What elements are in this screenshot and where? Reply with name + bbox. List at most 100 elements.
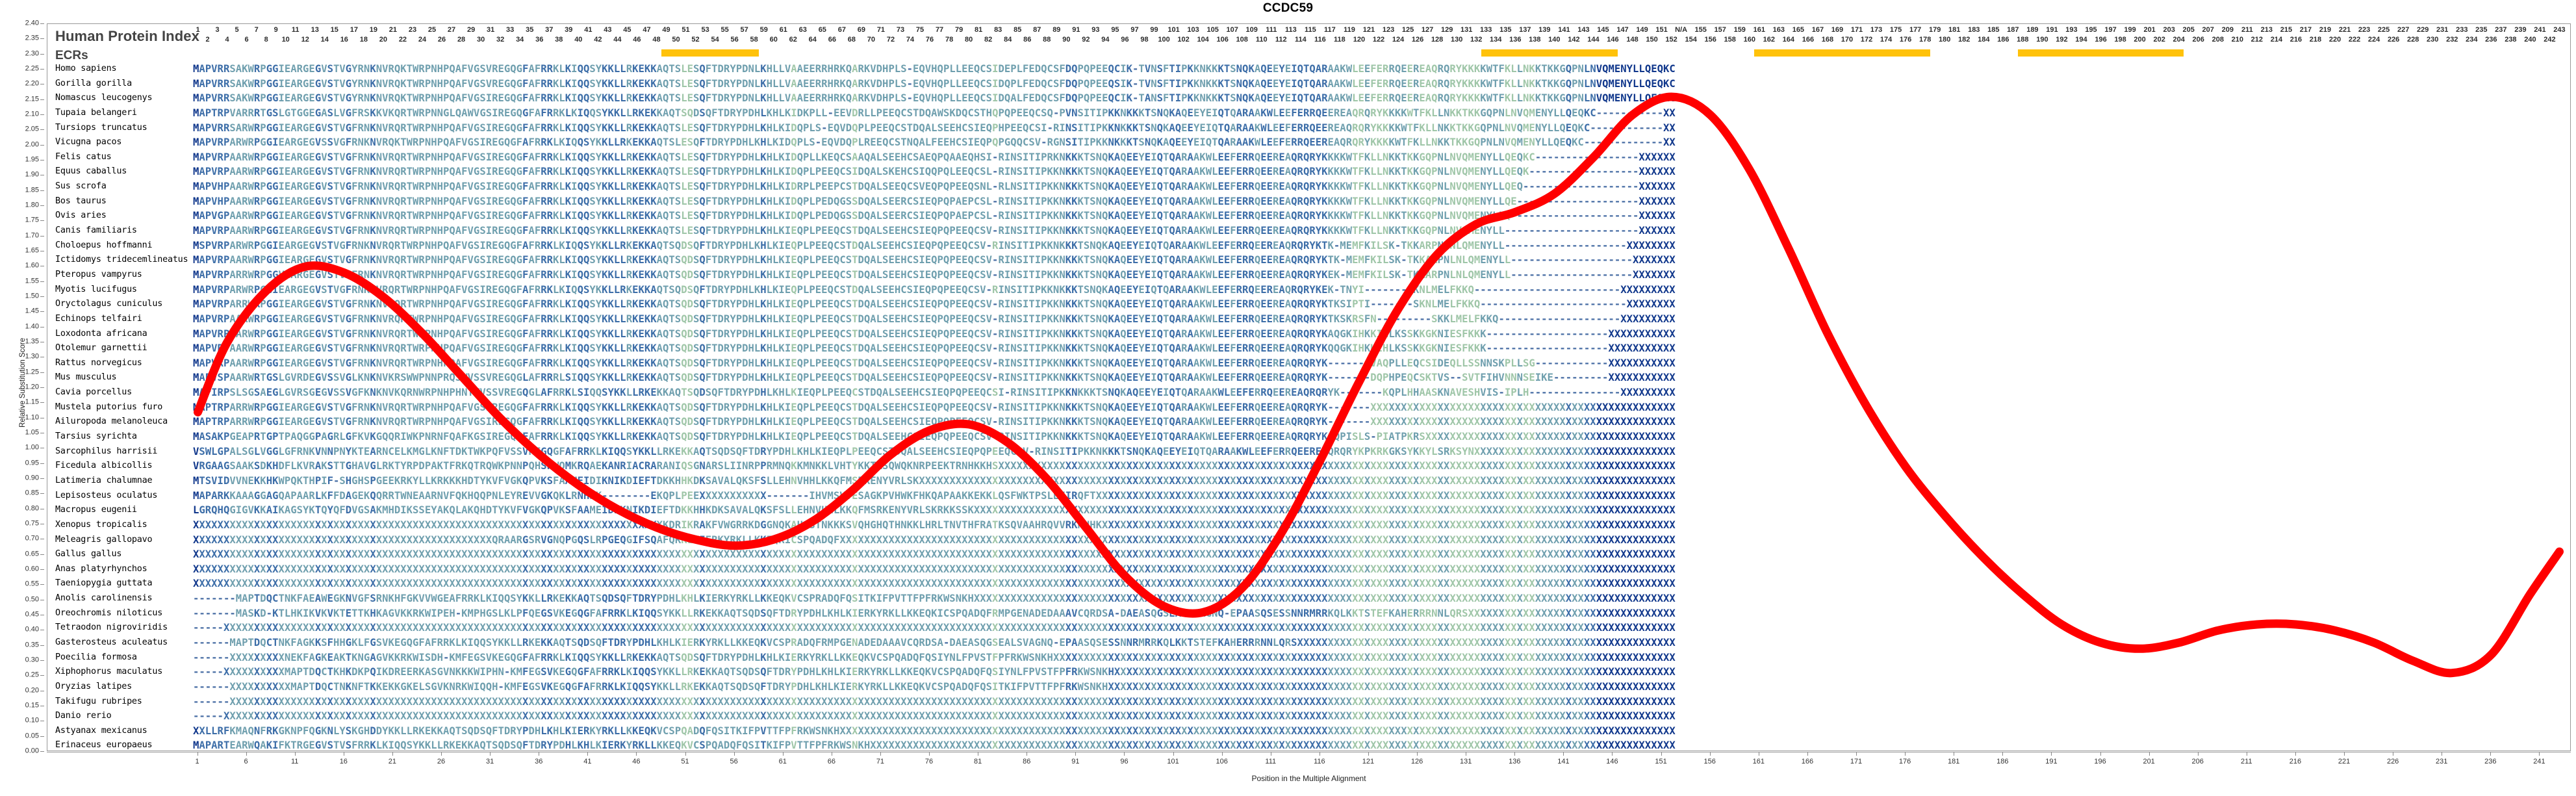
ruler-number: 76 [925, 36, 934, 44]
ruler-number: 33 [506, 26, 515, 34]
alignment-row: LGRQHQGIGVKKAIKAGSYKTQYQFDVGSAKMHDIKSSEY… [193, 504, 1676, 517]
ruler-number: 57 [740, 26, 748, 34]
ruler-number: 83 [994, 26, 1002, 34]
ruler-number: 109 [1245, 26, 1258, 34]
ruler-number: 174 [1880, 36, 1893, 44]
ruler-number: 100 [1158, 36, 1170, 44]
alignment-row: MAPARTEARWQAKIFKTRGEGVSTVSFRRKLKIQQSYKKL… [193, 739, 1676, 751]
ruler-number: 150 [1646, 36, 1658, 44]
ruler-number: 189 [2026, 26, 2039, 34]
ruler-number: 202 [2153, 36, 2165, 44]
y-axis-tick: 0.80 [25, 504, 39, 513]
y-axis-tick: 1.85 [25, 186, 39, 194]
y-axis-tick-mark [40, 53, 44, 55]
ruler-number: 72 [886, 36, 895, 44]
y-axis-tick: 1.95 [25, 155, 39, 164]
x-axis-tick-mark [2100, 752, 2101, 756]
alignment-row: MAPTRPARRWRPGGIEARGEGVSTVGFRNKNVRQRTWRPN… [193, 416, 1676, 428]
ruler-number: 94 [1101, 36, 1110, 44]
x-axis-tick: 181 [1948, 758, 1960, 765]
ruler-number: 8 [264, 36, 268, 44]
species-label: Xenopus tropicalis [55, 519, 147, 530]
x-axis-tick: 76 [925, 758, 934, 765]
ruler-number: 98 [1140, 36, 1149, 44]
ruler-number: 155 [1694, 26, 1707, 34]
y-axis-tick: 1.50 [25, 292, 39, 300]
x-axis-tick-mark [685, 752, 686, 756]
ruler-number: 209 [2221, 26, 2234, 34]
species-label: Ficedula albicollis [55, 461, 153, 471]
ruler-number: 46 [633, 36, 641, 44]
ruler-number: 102 [1177, 36, 1190, 44]
ruler-number: 14 [320, 36, 329, 44]
ruler-number: 126 [1411, 36, 1424, 44]
alignment-row: MAPVHPAARWRPGGIEARGEGVSTVGFRNKNVRQRTWRPN… [193, 195, 1676, 207]
ruler-number: 108 [1236, 36, 1248, 44]
ruler-number: 168 [1821, 36, 1834, 44]
alignment-row: ------MAPTDQCTNKFAGKKSFHHGKLFGSVKEGQGFAF… [193, 636, 1676, 648]
ruler-number: 203 [2163, 26, 2175, 34]
x-axis-tick-mark [2295, 752, 2296, 756]
human-protein-index-label: Human Protein Index [55, 28, 199, 44]
species-label: Oryctolagus cuniculus [55, 299, 163, 309]
x-axis-tick-mark [2539, 752, 2540, 756]
ruler-number: 54 [711, 36, 719, 44]
y-axis-tick: 0.75 [25, 519, 39, 528]
x-axis-tick-mark [294, 752, 296, 756]
ruler-number: 214 [2270, 36, 2283, 44]
ruler-number: 106 [1216, 36, 1229, 44]
ruler-number: 95 [1111, 26, 1119, 34]
ruler-row-even: 2 4 6 8 10 12 14 16 18 20 22 24 26 28 30 32 34 36 38 40 42 44… [193, 35, 2564, 45]
y-axis-tick-mark [40, 205, 44, 206]
ruler-number: 19 [369, 26, 377, 34]
x-axis-tick-mark [1124, 752, 1125, 756]
y-axis-tick-mark [40, 114, 44, 115]
x-axis-tick: 21 [388, 758, 397, 765]
y-axis-tick: 0.25 [25, 671, 39, 679]
ruler-number: 242 [2544, 36, 2556, 44]
x-axis-tick: 171 [1850, 758, 1863, 765]
y-axis-tick: 0.55 [25, 580, 39, 588]
ecr-track [193, 49, 2564, 58]
x-axis-tick-mark [1612, 752, 1613, 756]
alignment-row: ------XXXXXXXXXXMAPTDQCTNKNFTKKEKKGKELSG… [193, 680, 1676, 693]
ruler-number: 38 [555, 36, 563, 44]
ruler-number: 24 [418, 36, 427, 44]
x-axis-tick: 151 [1655, 758, 1667, 765]
x-axis-tick-mark [2051, 752, 2052, 756]
ruler-number: 177 [1909, 26, 1922, 34]
x-axis-tick-mark [636, 752, 637, 756]
ruler-number: 52 [691, 36, 700, 44]
y-axis-tick-mark [40, 311, 44, 313]
y-axis-tick: 0.95 [25, 459, 39, 467]
ruler-number: 222 [2348, 36, 2361, 44]
y-axis-tick-mark [40, 463, 44, 464]
y-axis-tick-mark [40, 493, 44, 494]
alignment-row: MAPVRPAARWRPGGIEARGEGVSTVGFRNKNVRQRTWRPN… [193, 327, 1676, 340]
ruler-number: 132 [1470, 36, 1483, 44]
ruler-number: 196 [2095, 36, 2107, 44]
species-label: Xiphophorus maculatus [55, 667, 163, 677]
ruler-number: 167 [1811, 26, 1824, 34]
y-axis-tick: 0.10 [25, 716, 39, 725]
ruler-number: 179 [1928, 26, 1941, 34]
y-axis-tick: 1.40 [25, 322, 39, 331]
ruler-number: 187 [2007, 26, 2019, 34]
y-axis-tick: 1.20 [25, 383, 39, 391]
ruler-number: 2 [205, 36, 210, 44]
ruler-number: 44 [613, 36, 622, 44]
x-axis-tick: 241 [2533, 758, 2545, 765]
ruler-number: 17 [350, 26, 358, 34]
ruler-number: 194 [2075, 36, 2087, 44]
ruler-number: 237 [2495, 26, 2507, 34]
x-axis-tick-mark [782, 752, 784, 756]
y-axis-tick: 1.25 [25, 368, 39, 376]
position-ruler: 1 3 5 7 9 11 13 15 17 19 21 23 25 27 29 31 33 35 37 39 41 43 4… [193, 25, 2565, 49]
x-axis-tick: 221 [2338, 758, 2351, 765]
alignment-row: XXXXXXXXXXXXXXXXXXXXXXXXXXXXXXXXXXXXXXXX… [193, 533, 1676, 546]
y-axis-tick-mark [40, 736, 44, 737]
x-axis-tick-mark [2149, 752, 2150, 756]
y-axis-tick: 1.80 [25, 201, 39, 209]
ruler-number: 223 [2358, 26, 2371, 34]
ruler-number: 80 [965, 36, 973, 44]
